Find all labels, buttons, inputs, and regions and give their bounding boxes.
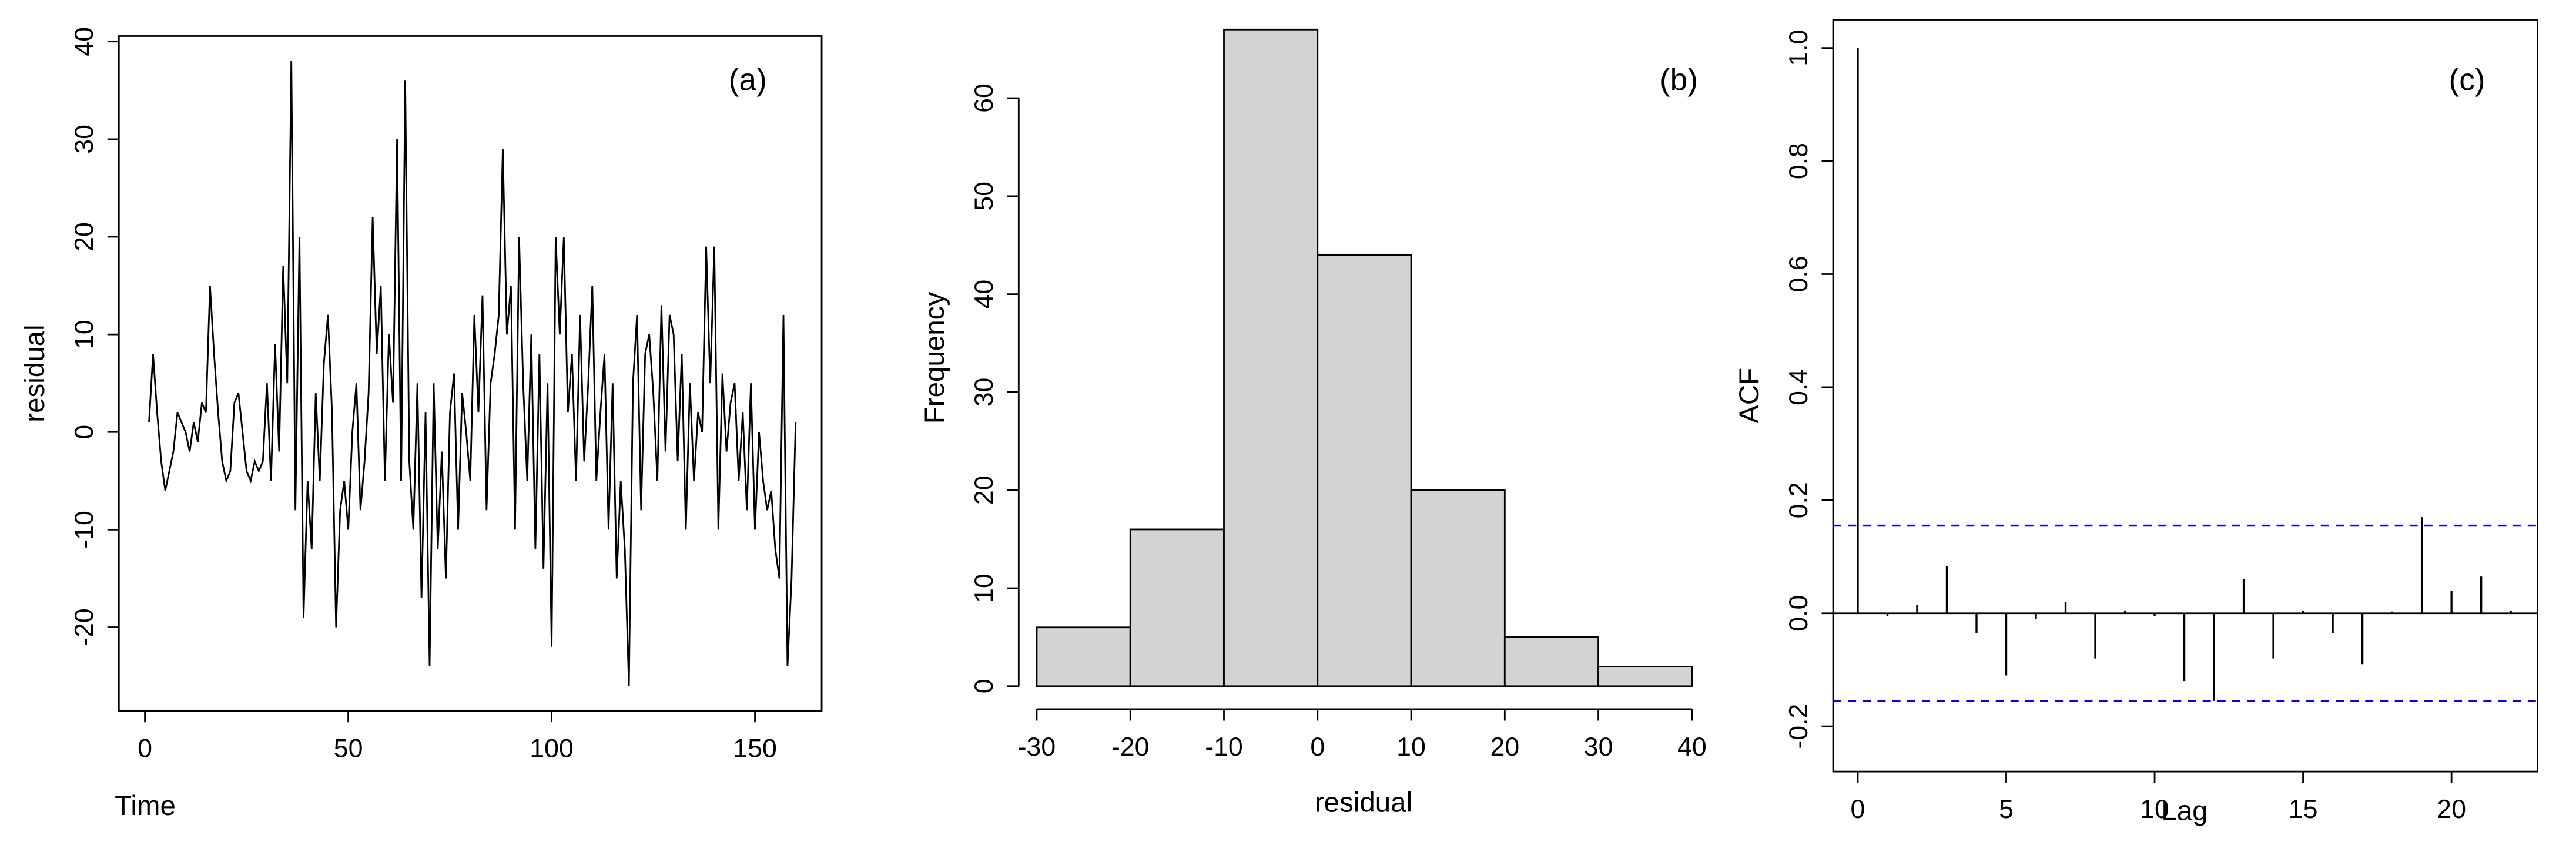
- y-tick-label: 0.4: [1784, 369, 1813, 405]
- y-tick-label: 30: [70, 125, 99, 154]
- panel-label: (a): [729, 63, 767, 98]
- residual-line: [148, 61, 797, 686]
- x-tick-label: 20: [1490, 733, 1519, 762]
- y-tick-label: 50: [970, 182, 999, 211]
- y-tick-label: 30: [970, 378, 999, 407]
- panel-label: (b): [1660, 63, 1698, 98]
- x-axis-title: Lag: [2161, 795, 2207, 826]
- histogram-bar: [1317, 254, 1412, 687]
- x-tick-label: 50: [334, 734, 363, 763]
- y-tick-label: 60: [970, 83, 999, 113]
- plot-frame: [1832, 19, 2539, 773]
- x-axis-title: residual: [1315, 787, 1412, 819]
- histogram-bar: [1597, 666, 1693, 687]
- x-tick-label: 40: [1677, 733, 1707, 762]
- x-tick-label: 0: [138, 734, 152, 763]
- histogram-bar: [1223, 28, 1319, 687]
- y-tick-label: 1.0: [1784, 30, 1813, 66]
- y-tick-label: 20: [70, 222, 99, 251]
- histogram-bar: [1036, 626, 1131, 687]
- y-tick-label: -0.2: [1784, 704, 1813, 749]
- x-axis-title: Time: [115, 790, 176, 821]
- x-tick-label: 30: [1584, 733, 1613, 762]
- y-axis-title: residual: [19, 324, 51, 422]
- x-tick-label: 20: [2437, 795, 2466, 824]
- x-tick-label: 10: [2140, 795, 2169, 824]
- y-tick-label: 40: [70, 27, 99, 56]
- y-axis-title: ACF: [1734, 368, 1765, 424]
- x-tick-label: -30: [1018, 733, 1056, 762]
- y-tick-label: 40: [970, 280, 999, 309]
- y-tick-label: -10: [70, 511, 99, 549]
- panel-label: (c): [2449, 63, 2485, 98]
- histogram-bar: [1410, 489, 1506, 687]
- plot-frame: [118, 35, 823, 712]
- y-tick-label: 0.0: [1784, 595, 1813, 632]
- x-tick-label: 100: [530, 734, 574, 763]
- y-tick-label: -20: [70, 608, 99, 646]
- x-tick-label: 15: [2289, 795, 2318, 824]
- y-tick-label: 10: [970, 573, 999, 603]
- y-tick-label: 0: [70, 425, 99, 440]
- x-tick-label: 0: [1310, 733, 1325, 762]
- x-tick-label: 10: [1396, 733, 1426, 762]
- y-axis-title: Frequency: [919, 292, 950, 424]
- y-tick-label: 20: [970, 475, 999, 505]
- x-tick-label: 0: [1851, 795, 1865, 824]
- x-tick-label: -20: [1111, 733, 1150, 762]
- histogram-bar: [1503, 636, 1600, 687]
- histogram-bar: [1129, 528, 1225, 687]
- y-tick-label: 0.2: [1784, 482, 1813, 518]
- y-tick-label: 0: [970, 679, 999, 693]
- y-tick-label: 10: [70, 320, 99, 349]
- x-tick-label: 5: [1999, 795, 2014, 824]
- x-tick-label: -10: [1205, 733, 1243, 762]
- y-tick-label: 0.6: [1784, 256, 1813, 292]
- x-tick-label: 150: [733, 734, 777, 763]
- y-tick-label: 0.8: [1784, 143, 1813, 179]
